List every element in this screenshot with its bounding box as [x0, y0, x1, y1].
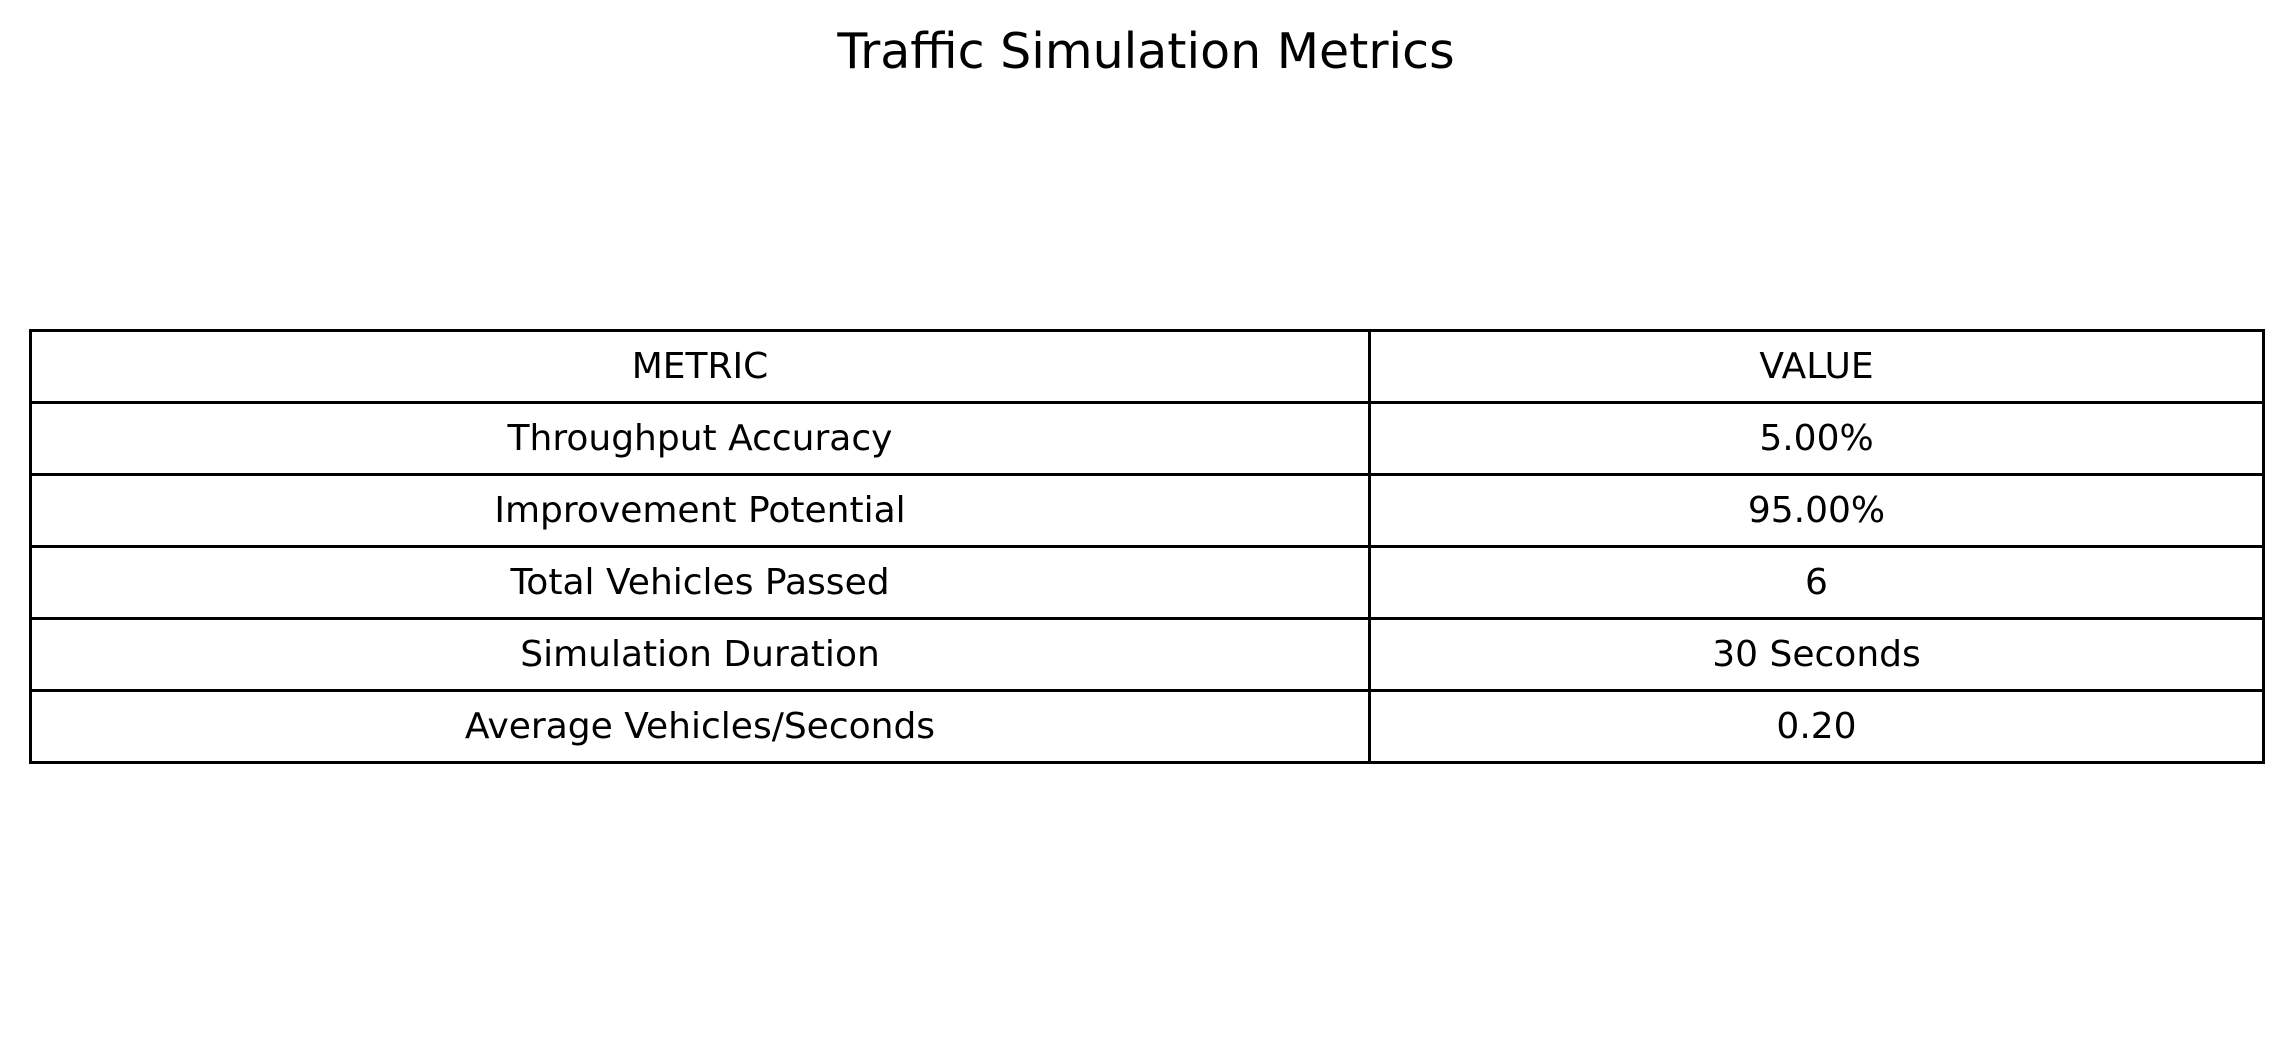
- metrics-table: METRIC VALUE Throughput Accuracy 5.00% I…: [29, 329, 2265, 764]
- metric-cell: Improvement Potential: [29, 473, 1371, 548]
- table-header-row: METRIC VALUE: [29, 329, 2265, 404]
- metric-cell: Total Vehicles Passed: [29, 545, 1371, 620]
- metric-cell: Throughput Accuracy: [29, 401, 1371, 476]
- column-header-value: VALUE: [1368, 329, 2265, 404]
- table-row: Simulation Duration 30 Seconds: [29, 617, 2265, 692]
- value-cell: 30 Seconds: [1368, 617, 2265, 692]
- table-row: Average Vehicles/Seconds 0.20: [29, 689, 2265, 764]
- table-row: Improvement Potential 95.00%: [29, 473, 2265, 548]
- value-cell: 0.20: [1368, 689, 2265, 764]
- metric-cell: Simulation Duration: [29, 617, 1371, 692]
- value-cell: 5.00%: [1368, 401, 2265, 476]
- column-header-metric: METRIC: [29, 329, 1371, 404]
- metric-cell: Average Vehicles/Seconds: [29, 689, 1371, 764]
- value-cell: 95.00%: [1368, 473, 2265, 548]
- table-row: Throughput Accuracy 5.00%: [29, 401, 2265, 476]
- chart-title: Traffic Simulation Metrics: [837, 23, 1455, 80]
- value-cell: 6: [1368, 545, 2265, 620]
- table-row: Total Vehicles Passed 6: [29, 545, 2265, 620]
